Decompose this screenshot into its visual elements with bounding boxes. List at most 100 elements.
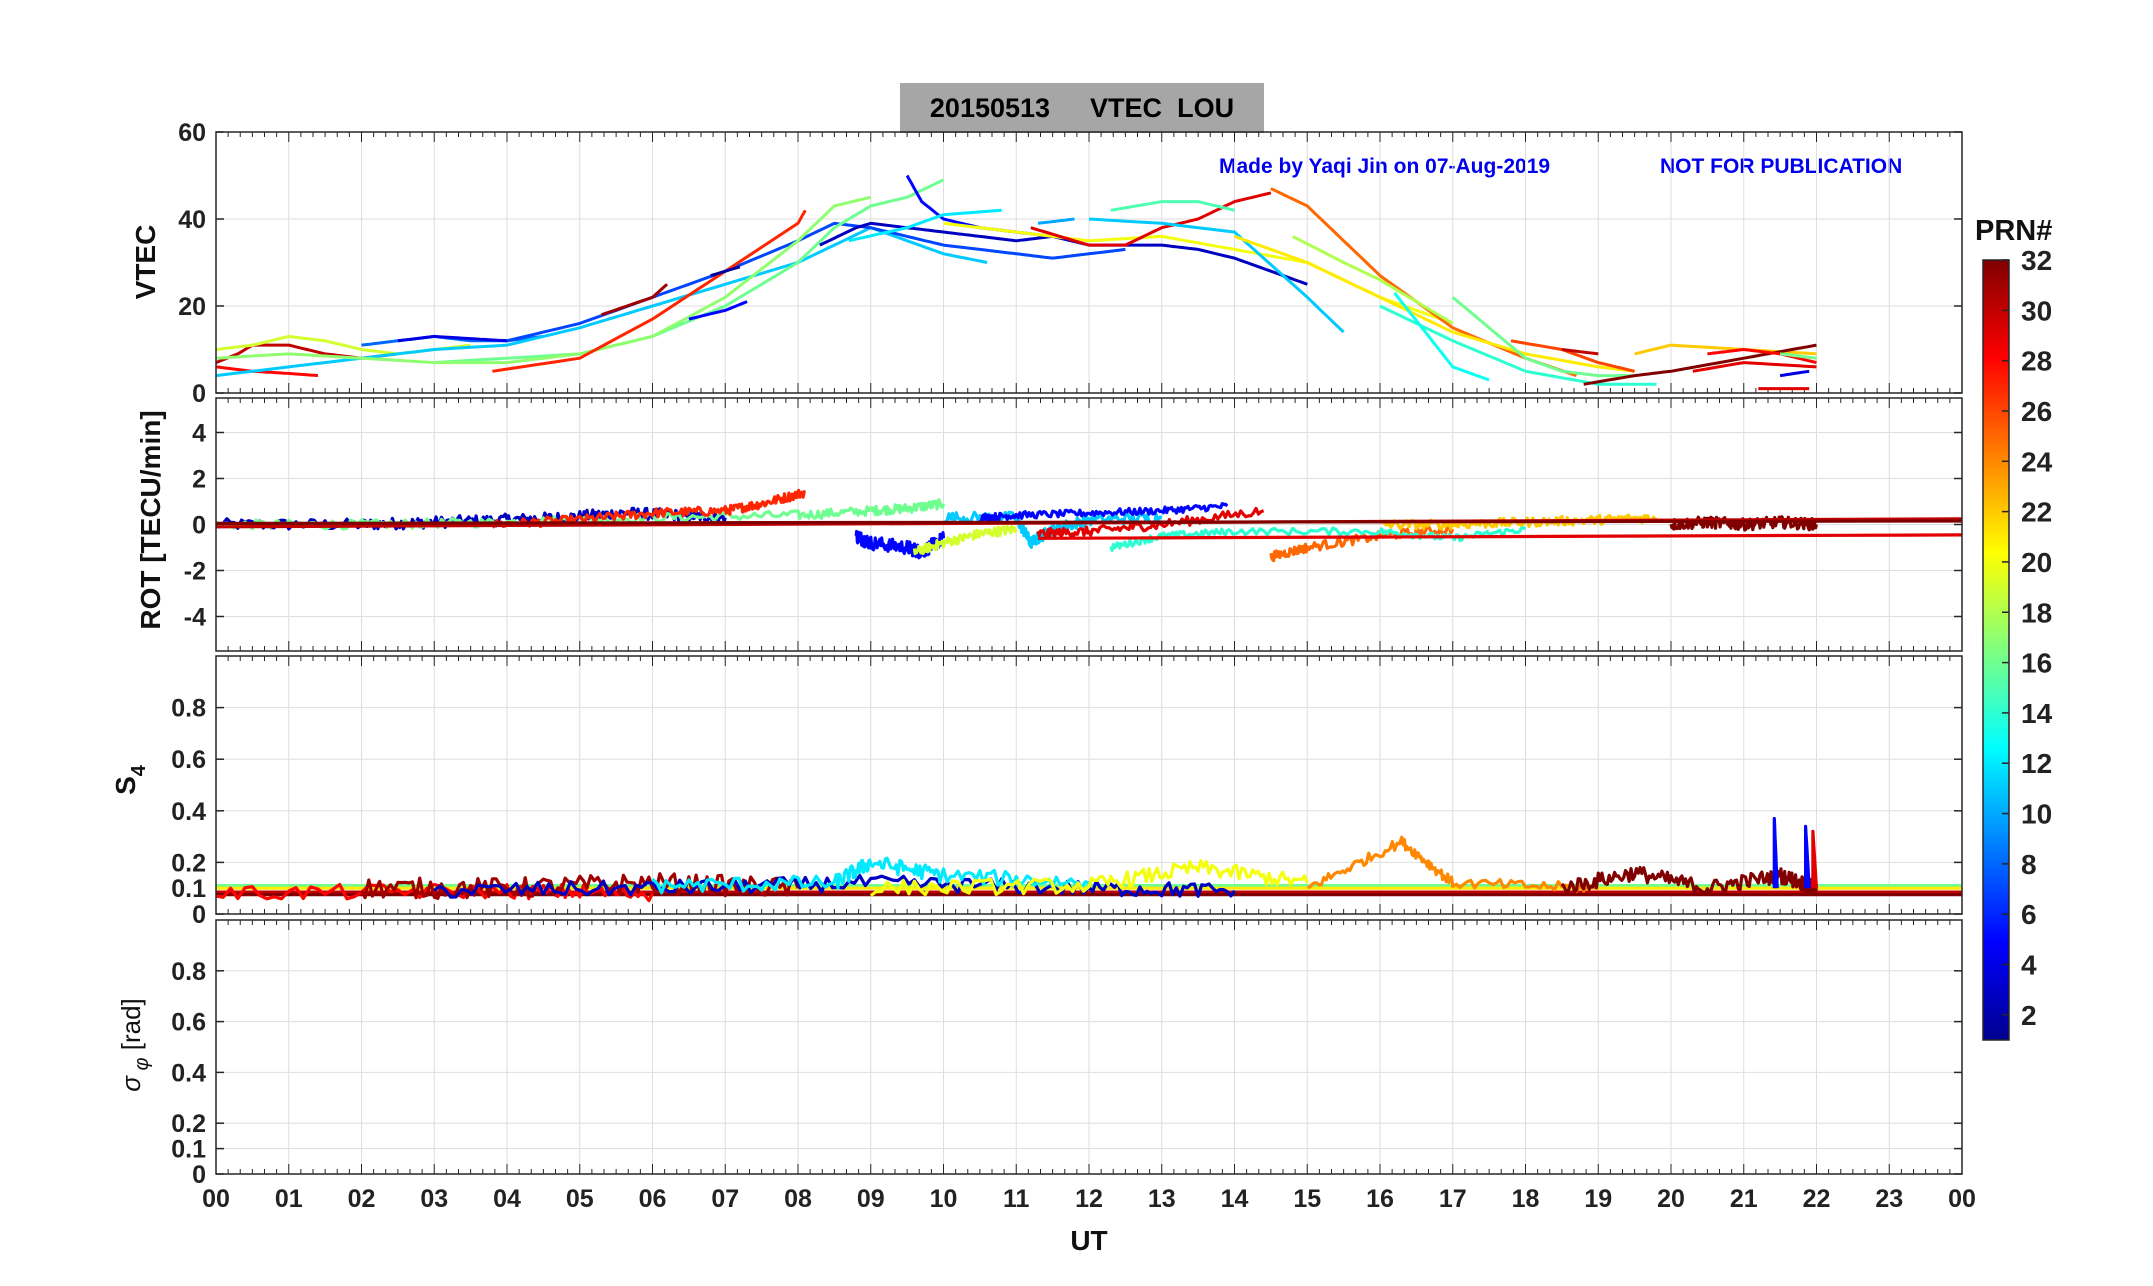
series-line-prn-29: [1030, 191, 1272, 247]
x-tick-label: 09: [857, 1185, 885, 1213]
x-tick-label: 19: [1584, 1185, 1612, 1213]
plot-frame: [215, 397, 1963, 652]
series-line-prn-32: [1560, 865, 1819, 896]
series-line-prn-14: [1379, 304, 1657, 386]
colorbar-tick-label: 28: [2021, 346, 2052, 377]
x-tick-label: 15: [1293, 1185, 1321, 1213]
x-tick-label: 20: [1657, 1185, 1685, 1213]
series-line-prn-28: [216, 882, 654, 903]
series-line-prn-21: [1233, 234, 1635, 373]
y-tick-label: 0.6: [171, 1009, 206, 1037]
series-line-prn-5: [1772, 816, 1779, 889]
x-tick-label: 07: [711, 1185, 739, 1213]
y-tick-label: -2: [184, 558, 206, 586]
y-tick-label: 0.2: [171, 849, 206, 877]
series-line-prn-31: [601, 283, 669, 317]
y-tick-label: 2: [192, 466, 206, 494]
author-credit: Made by Yaqi Jin on 07-Aug-2019: [1219, 155, 1551, 178]
x-tick-label: 03: [420, 1185, 448, 1213]
series-line-prn-30: [1561, 348, 1599, 356]
series-line-prn-3: [433, 873, 1236, 899]
series-line-prn-15: [1110, 200, 1235, 212]
series-line-prn-28: [216, 365, 319, 378]
plot-frame: [215, 131, 1963, 394]
series-line-prn-32: [216, 519, 1962, 526]
x-tick-label: 21: [1730, 1185, 1758, 1213]
colorbar-tick-label: 14: [2021, 698, 2053, 729]
title-quantity: VTEC: [1090, 92, 1163, 123]
series-group: [216, 816, 1962, 903]
series-line-prn-13: [1393, 291, 1490, 382]
series-line-prn-18: [1292, 235, 1454, 325]
series-line-prn-12: [651, 856, 1090, 895]
y-tick-label: 0: [192, 380, 206, 408]
y-tick-label: -4: [184, 604, 206, 632]
series-line-prn-27: [492, 209, 807, 373]
series-line-prn-16: [1451, 296, 1635, 378]
colorbar-tick-label: 24: [2021, 446, 2053, 477]
series-line-prn-20: [869, 859, 1309, 897]
x-tick-label: 04: [493, 1185, 521, 1213]
x-tick-label: 16: [1366, 1185, 1394, 1213]
y-tick-label: 0.4: [171, 1059, 206, 1087]
y-tick-label: 0.8: [171, 695, 206, 723]
x-tick-label: 14: [1221, 1185, 1249, 1213]
y-tick-label: 40: [178, 206, 206, 234]
y-tick-label: 20: [178, 293, 206, 321]
x-tick-label: 18: [1512, 1185, 1540, 1213]
panel-1: 0 20 40 60 VTEC: [130, 119, 1963, 408]
x-tick-label: 00: [1948, 1185, 1976, 1213]
colorbar-tick-label: 10: [2021, 799, 2052, 830]
y-tick-label: 0: [192, 512, 206, 540]
y-tick-label: 0.8: [171, 958, 206, 986]
series-line-prn-5: [978, 502, 1229, 523]
colorbar-tick-label: 16: [2021, 648, 2052, 679]
colorbar-tick-label: 30: [2021, 295, 2052, 326]
y-tick-label: 0.6: [171, 746, 206, 774]
series-line-prn-4: [397, 334, 508, 343]
colorbar-tick-label: 12: [2021, 748, 2052, 779]
series-line-prn-16: [1779, 352, 1817, 360]
x-tick-label: 23: [1875, 1185, 1903, 1213]
title-station: LOU: [1177, 92, 1235, 123]
x-tick-label: 01: [275, 1185, 303, 1213]
colorbar-tick-label: 6: [2021, 899, 2037, 930]
colorbar-tick-label: 18: [2021, 597, 2052, 628]
x-tick-label: 12: [1075, 1185, 1103, 1213]
series-line-prn-2: [710, 265, 741, 278]
y-tick-label: 0: [192, 901, 206, 929]
y-tick-label: 0.2: [171, 1110, 206, 1138]
y-axis-label: S4: [110, 764, 150, 795]
y-tick-label: 0.1: [171, 875, 206, 903]
y-tick-label: 0: [192, 1161, 206, 1189]
colorbar-tick-label: 32: [2021, 245, 2052, 276]
series-line-prn-12: [848, 208, 1002, 243]
series-line-prn-28: [1707, 348, 1817, 365]
x-axis-label: UT: [1070, 1225, 1107, 1256]
series-line-prn-19: [912, 524, 1018, 556]
colorbar-tick-label: 4: [2021, 950, 2037, 981]
x-tick-label: 17: [1439, 1185, 1467, 1213]
series-line-prn-29: [1692, 361, 1817, 373]
y-axis-label: VTEC: [130, 225, 161, 300]
x-tick-label: 06: [639, 1185, 667, 1213]
colorbar-tick-label: 2: [2021, 1000, 2037, 1031]
panel-3: 00.10.2 0.4 0.6 0.8 S4: [110, 655, 1963, 929]
panel-4: 00.10.2 0.4 0.6 0.8 σ φ [rad]: [116, 919, 1963, 1189]
x-tick-label: 08: [784, 1185, 812, 1213]
colorbar-tick-label: 20: [2021, 547, 2052, 578]
panel-2: -4 -2 0 2 4 ROT [TECU/min]: [135, 397, 1963, 652]
series-line-prn-4: [1779, 369, 1810, 378]
x-tick-label: 13: [1148, 1185, 1176, 1213]
series-line-prn-5: [688, 300, 748, 321]
series-line-prn-32: [1669, 515, 1819, 532]
x-tick-label: 02: [348, 1185, 376, 1213]
plot-frame: [215, 919, 1963, 1175]
y-tick-label: 4: [192, 420, 206, 448]
chart-title: 20150513 VTEC LOU: [900, 83, 1264, 133]
colorbar-tick-label: 22: [2021, 497, 2052, 528]
colorbar-tick-label: 8: [2021, 849, 2037, 880]
y-tick-label: 0.4: [171, 798, 206, 826]
series-line-prn-29: [1038, 533, 1962, 540]
series-line-prn-16: [434, 178, 945, 365]
